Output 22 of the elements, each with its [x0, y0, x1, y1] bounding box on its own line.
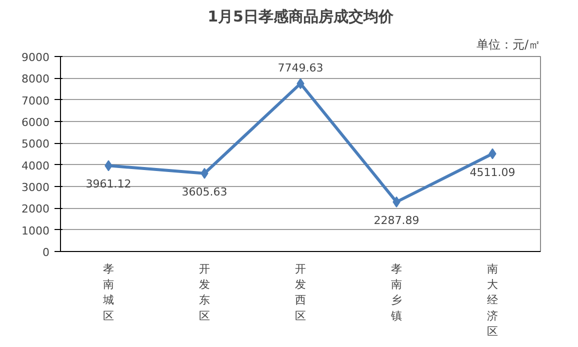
data-label: 3605.63: [182, 185, 228, 198]
y-tick-label: 0: [42, 246, 50, 259]
y-tick-label: 8000: [22, 72, 50, 86]
x-tick-label: 开发西区: [295, 262, 306, 322]
y-tick-label: 2000: [22, 202, 50, 216]
y-tick-label: 7000: [22, 94, 50, 108]
data-label: 7749.63: [278, 62, 324, 75]
data-label: 3961.12: [86, 178, 132, 191]
y-tick-label: 1000: [22, 224, 50, 238]
y-tick-label: 5000: [22, 138, 50, 151]
y-tick-label: 4000: [22, 159, 50, 172]
x-tick-label: 南大经济区: [487, 262, 498, 338]
chart-title: 1月5日孝感商品房成交均价: [208, 8, 394, 26]
text: 单位：元/㎡: [476, 38, 541, 52]
x-tick-label: 孝南城区: [102, 262, 114, 322]
y-tick-label: 9000: [22, 51, 50, 64]
data-label: 2287.89: [374, 214, 420, 227]
x-tick-label: 孝南乡镇: [390, 262, 402, 322]
data-label: 4511.09: [470, 166, 516, 179]
x-tick-label: 开发东区: [199, 262, 210, 322]
y-tick-label: 6000: [22, 116, 50, 129]
y-tick-label: 3000: [22, 181, 50, 194]
